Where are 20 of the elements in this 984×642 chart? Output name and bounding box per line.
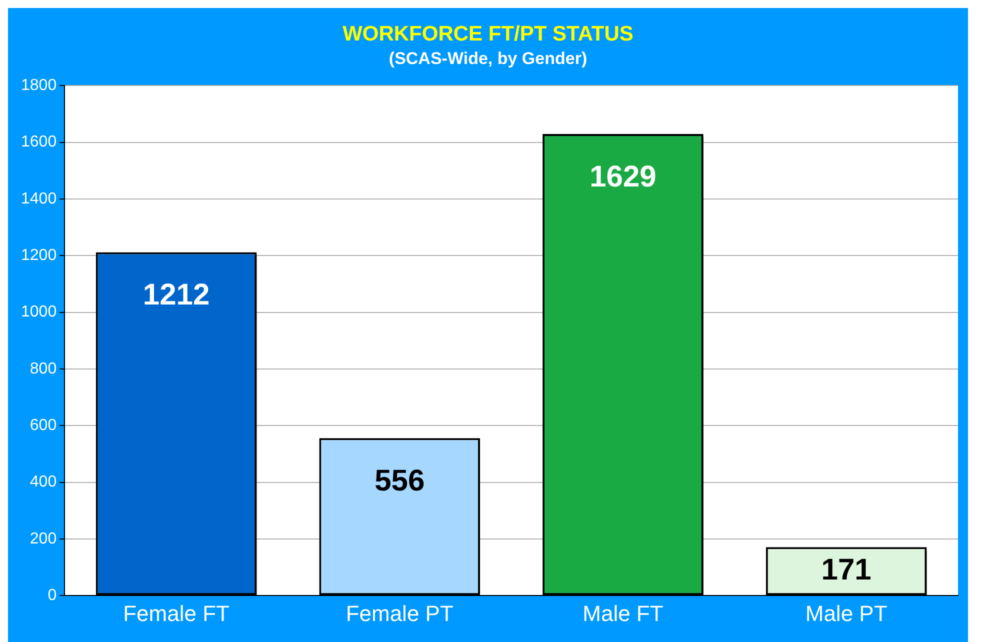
x-tick-label: Female PT (346, 600, 454, 626)
y-tick-label: 600 (30, 417, 57, 434)
data-label: 1629 (590, 160, 656, 194)
y-tick-label: 1600 (21, 134, 57, 151)
data-label: 556 (374, 464, 425, 498)
data-label: 1212 (142, 278, 210, 312)
y-tick-label: 1400 (21, 190, 57, 208)
y-tick-label: 1000 (21, 304, 57, 321)
y-tick-label: 1800 (21, 77, 57, 94)
y-tick-label: 1200 (21, 247, 57, 264)
chart-title: WORKFORCE FT/PT STATUS (342, 22, 634, 46)
y-tick-label: 200 (30, 530, 57, 548)
chart-subtitle: (SCAS-Wide, by Gender) (388, 49, 588, 68)
y-tick-label: 800 (30, 360, 57, 378)
x-tick-label: Male PT (805, 600, 888, 626)
y-tick-label: 0 (48, 587, 57, 604)
x-tick-label: Female FT (123, 600, 230, 626)
y-tick-label: 400 (30, 474, 57, 491)
data-label: 171 (821, 553, 872, 586)
x-tick-label: Male FT (582, 600, 664, 626)
